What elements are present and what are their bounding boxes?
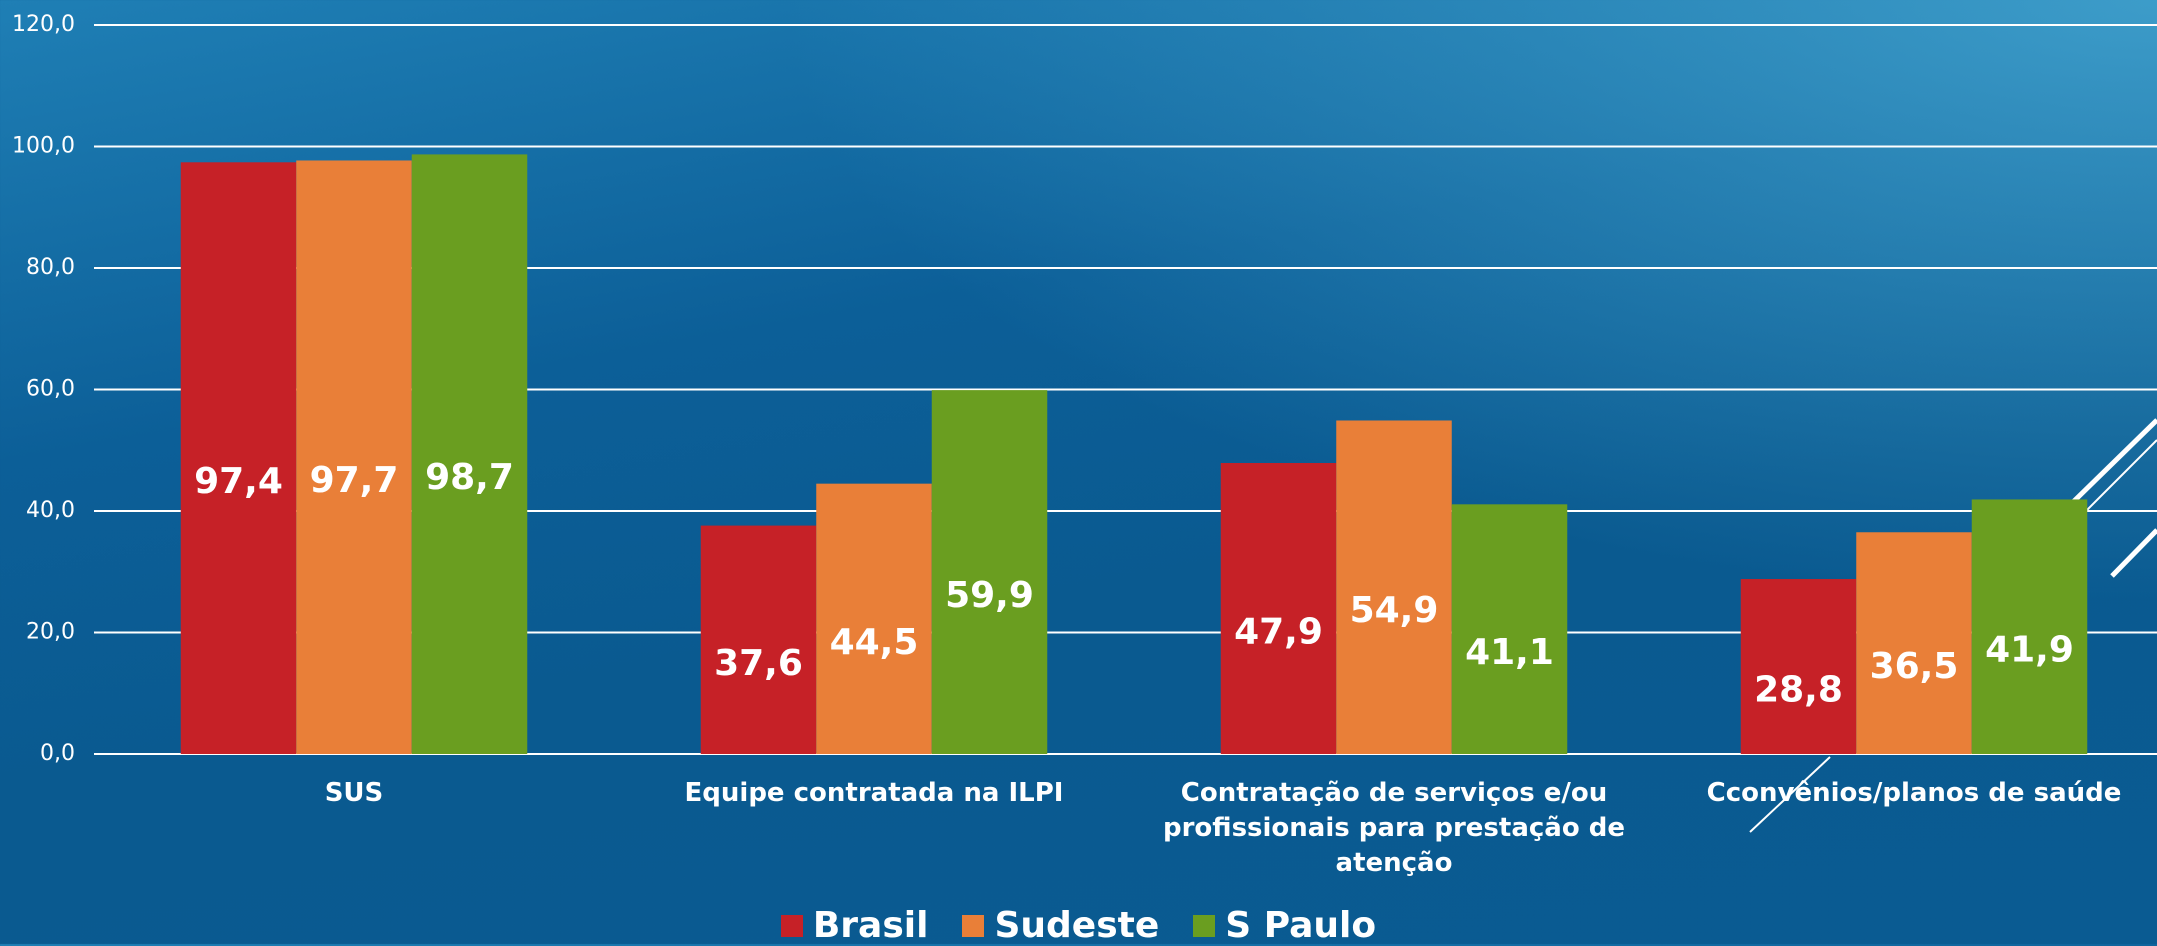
decoration [1749,418,2157,833]
x-tick-label: Equipe contratada na ILPI [684,778,1064,808]
bar [1971,499,2088,754]
data-label: 44,5 [830,622,919,663]
x-tick-label: SUS [324,778,384,808]
y-tick-label: 120,0 [12,12,75,37]
y-tick-label: 80,0 [26,255,75,280]
bar [1856,532,1972,754]
legend-item: S Paulo [1193,905,1376,946]
y-tick-label: 40,0 [26,498,75,523]
legend: Brasil Sudeste S Paulo [0,905,2157,946]
legend-label: Sudeste [994,905,1160,946]
legend-item: Sudeste [962,905,1159,946]
legend-swatch [780,914,803,937]
y-tick-label: 20,0 [26,620,75,645]
data-label: 47,9 [1234,612,1323,653]
bar [411,154,528,754]
bar [180,162,297,755]
bar [1336,420,1452,754]
data-label: 97,7 [310,460,399,501]
legend-label: S Paulo [1225,905,1377,946]
data-label: 37,6 [714,643,803,684]
bar [296,160,412,754]
data-label: 97,4 [194,461,283,502]
bar [816,483,932,754]
legend-swatch [1193,914,1216,937]
bar [1740,579,1857,754]
data-label: 41,1 [1465,632,1554,673]
legend-label: Brasil [812,905,929,946]
data-label: 54,9 [1350,590,1439,631]
legend-item: Brasil [780,905,929,946]
y-tick-label: 100,0 [12,134,75,159]
bar [931,390,1048,754]
data-label: 36,5 [1870,646,1959,687]
x-tick-label: Contratação de serviços e/ou profissiona… [1163,778,1625,878]
bar [1451,504,1568,754]
y-tick-label: 0,0 [40,741,75,766]
data-label: 59,9 [945,575,1034,616]
x-tick-label: Cconvênios/planos de saúde [1706,778,2122,808]
legend-swatch [962,914,985,937]
data-label: 41,9 [1985,630,2074,671]
bar [1220,463,1337,754]
y-tick-label: 60,0 [26,377,75,402]
data-label: 98,7 [425,457,514,498]
bar [700,525,817,754]
data-label: 28,8 [1754,670,1843,711]
